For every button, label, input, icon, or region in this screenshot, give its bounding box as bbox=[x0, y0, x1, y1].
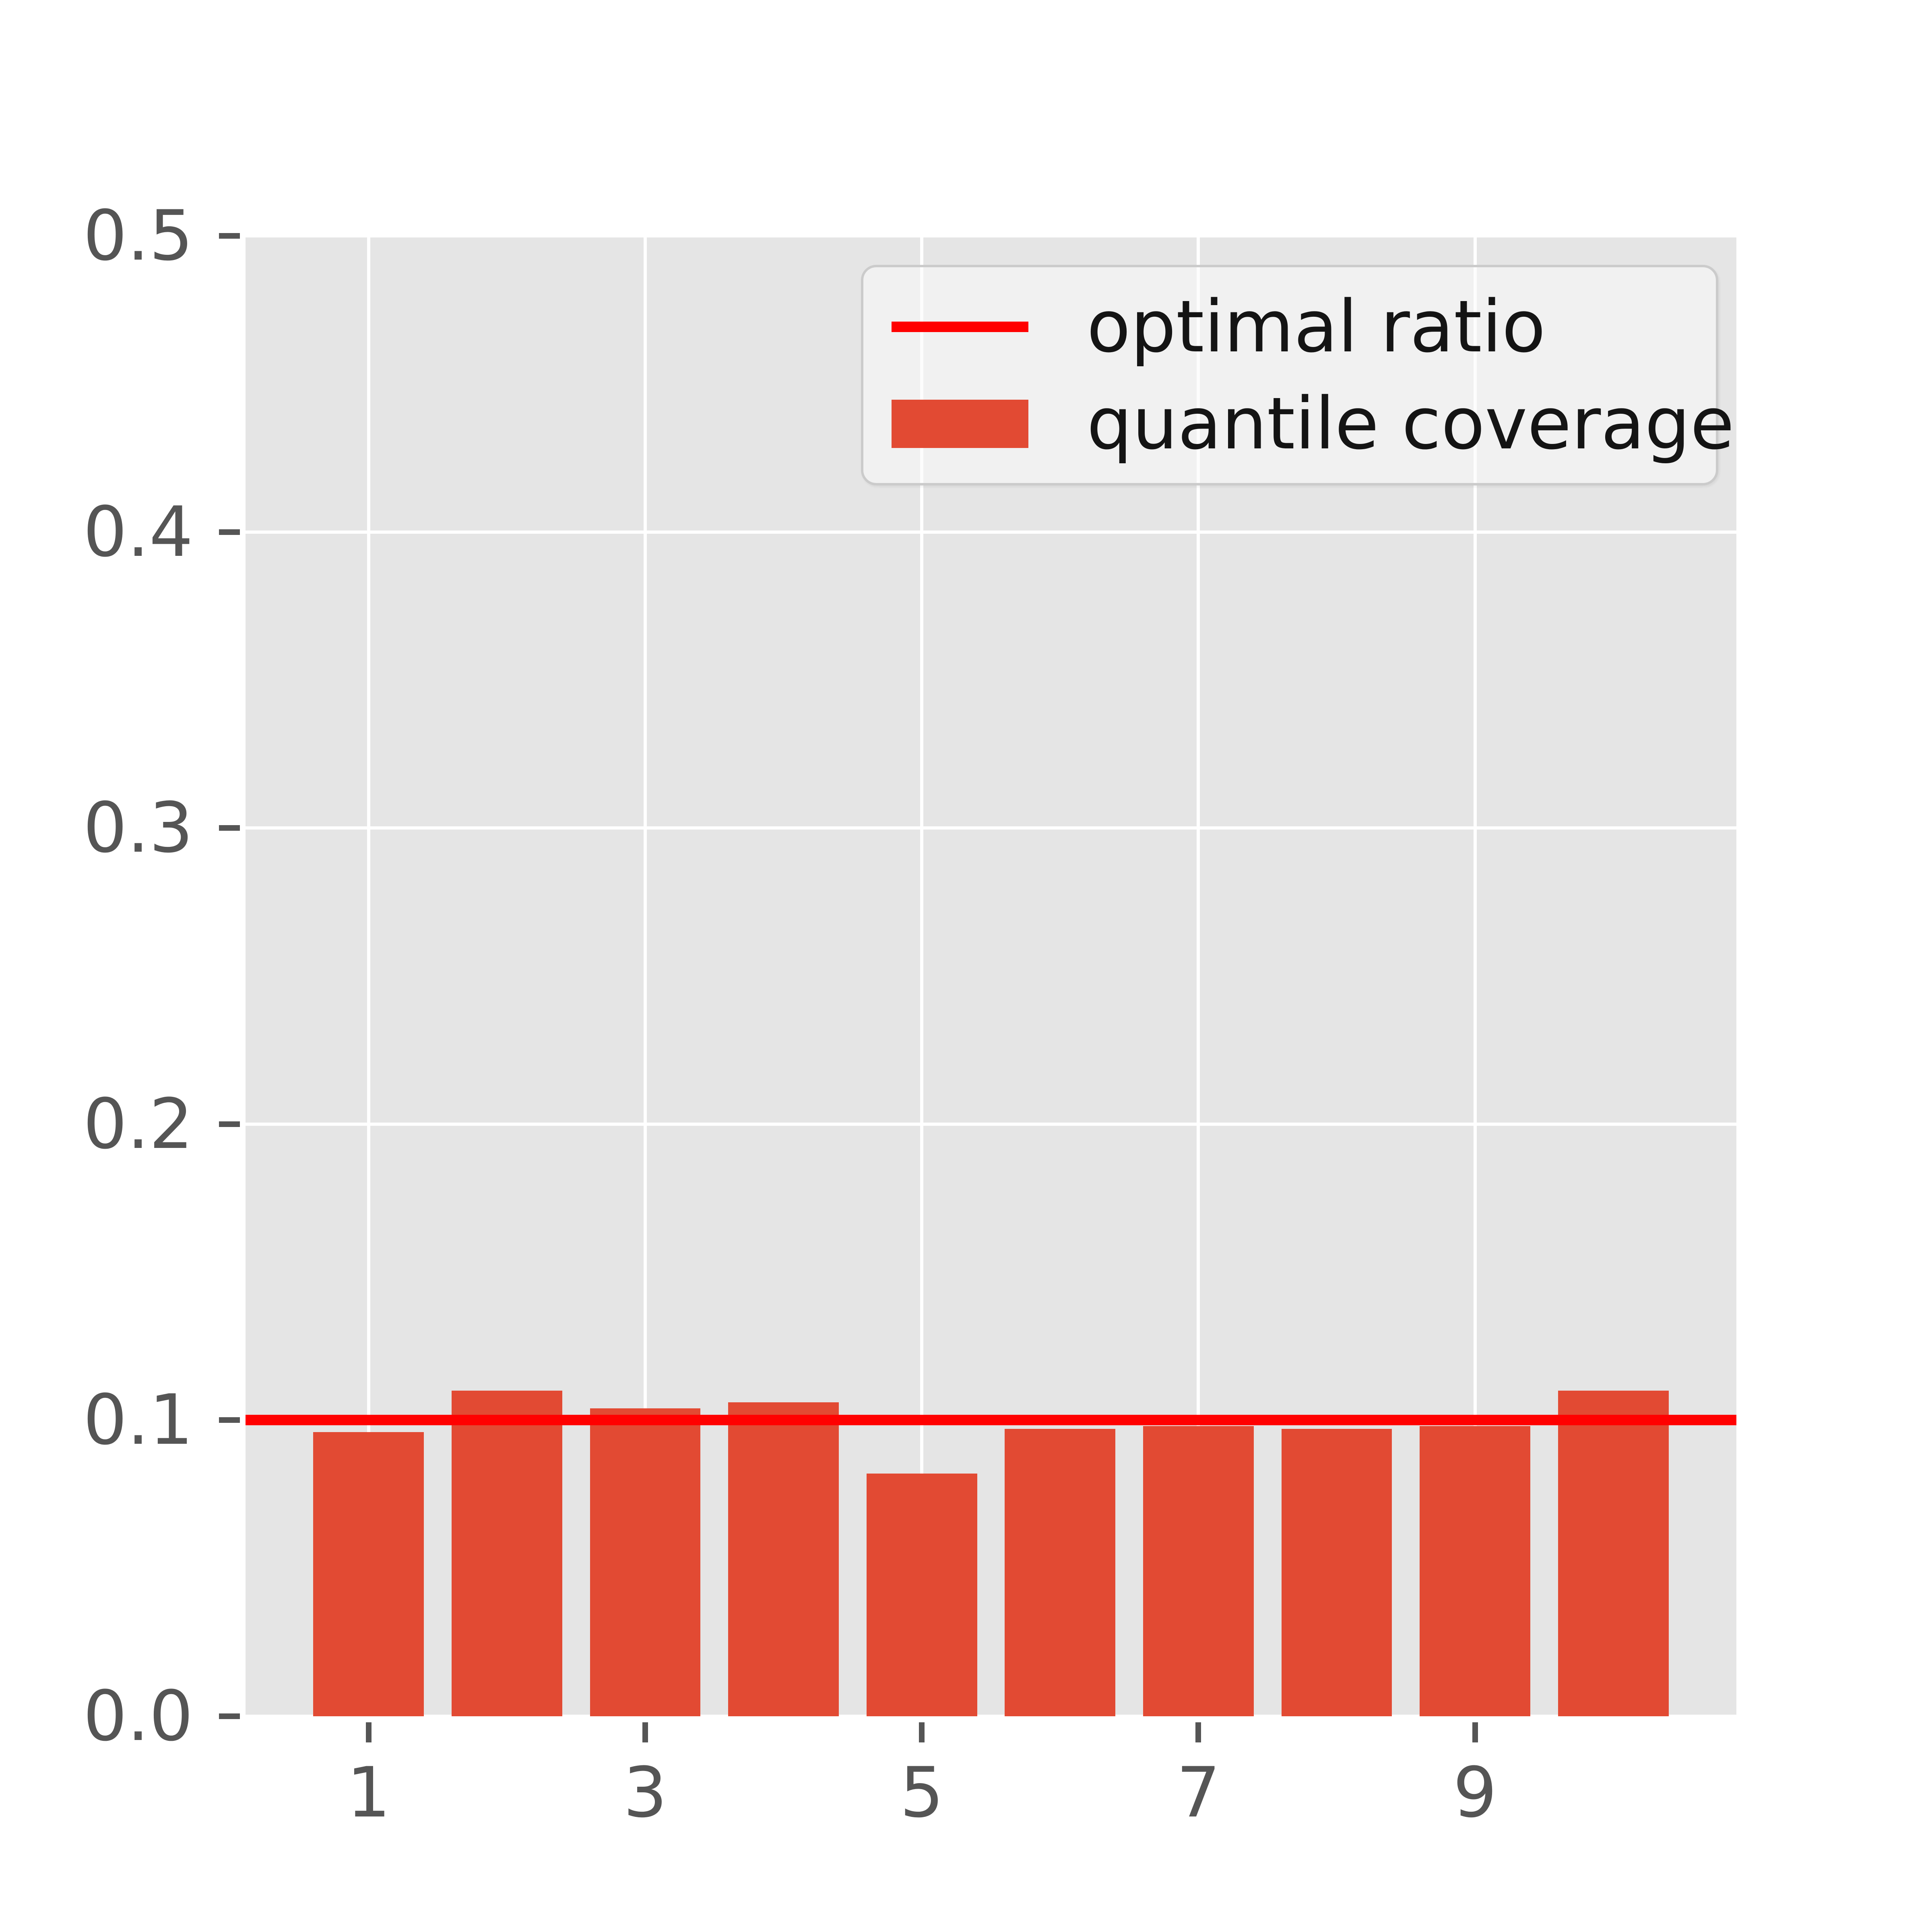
y-tick-label: 0.1 bbox=[83, 1379, 193, 1461]
x-tick-mark bbox=[642, 1722, 648, 1742]
legend-entry: quantile coverage bbox=[892, 382, 1734, 465]
y-tick-mark bbox=[219, 529, 240, 535]
y-tick-label: 0.5 bbox=[83, 195, 193, 276]
optimal-ratio-line bbox=[246, 1415, 1736, 1426]
y-tick-label: 0.3 bbox=[83, 787, 193, 869]
x-tick-label: 7 bbox=[1176, 1752, 1221, 1833]
x-tick-mark bbox=[919, 1722, 925, 1742]
x-tick-label: 3 bbox=[623, 1752, 667, 1833]
red-line-icon bbox=[892, 321, 1028, 332]
v-gridline bbox=[644, 236, 647, 1716]
bar-quantile-2 bbox=[451, 1390, 562, 1716]
x-tick-mark bbox=[365, 1722, 372, 1742]
bar-quantile-1 bbox=[313, 1432, 424, 1716]
bar-quantile-10 bbox=[1558, 1390, 1669, 1716]
orange-swatch-icon bbox=[892, 399, 1028, 448]
legend-patch-swatch bbox=[892, 399, 1028, 448]
bar-quantile-6 bbox=[1005, 1429, 1116, 1716]
x-tick-label: 1 bbox=[347, 1752, 391, 1833]
v-gridline bbox=[920, 236, 924, 1716]
y-tick-mark bbox=[219, 1713, 240, 1719]
v-gridline bbox=[1473, 236, 1477, 1716]
y-tick-label: 0.0 bbox=[83, 1676, 193, 1757]
h-gridline bbox=[246, 236, 1736, 237]
x-tick-label: 9 bbox=[1453, 1752, 1497, 1833]
y-tick-mark bbox=[219, 1121, 240, 1127]
y-tick-mark bbox=[219, 1417, 240, 1423]
y-tick-label: 0.4 bbox=[83, 491, 193, 572]
x-tick-mark bbox=[1195, 1722, 1201, 1742]
y-tick-mark bbox=[219, 233, 240, 239]
legend: optimal ratio quantile coverage bbox=[861, 265, 1734, 485]
bar-quantile-8 bbox=[1281, 1429, 1392, 1716]
y-tick-mark bbox=[219, 825, 240, 831]
bar-quantile-5 bbox=[866, 1473, 977, 1716]
y-tick-label: 0.2 bbox=[83, 1083, 193, 1164]
v-gridline bbox=[1197, 236, 1200, 1716]
legend-entry: optimal ratio bbox=[892, 285, 1688, 368]
h-gridline bbox=[246, 826, 1736, 830]
legend-label: quantile coverage bbox=[1087, 382, 1734, 465]
x-tick-label: 5 bbox=[900, 1752, 944, 1833]
bar-quantile-9 bbox=[1420, 1426, 1531, 1716]
h-gridline bbox=[246, 1715, 1736, 1716]
h-gridline bbox=[246, 1122, 1736, 1126]
legend-line-swatch bbox=[892, 321, 1028, 332]
h-gridline bbox=[246, 530, 1736, 534]
bar-quantile-4 bbox=[728, 1402, 839, 1716]
x-tick-mark bbox=[1472, 1722, 1478, 1742]
bar-quantile-3 bbox=[590, 1408, 701, 1716]
v-gridline bbox=[367, 236, 370, 1716]
bar-quantile-7 bbox=[1143, 1426, 1254, 1716]
legend-label: optimal ratio bbox=[1087, 285, 1546, 368]
